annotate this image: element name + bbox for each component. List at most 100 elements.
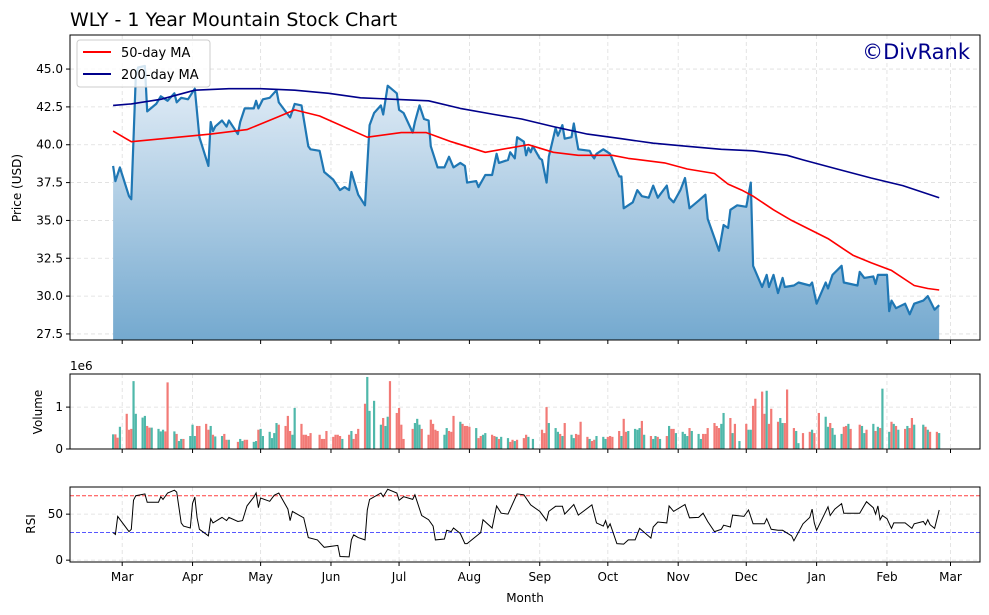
volume-bar [879, 428, 882, 449]
volume-bar [890, 421, 893, 449]
y-tick-label: 35.0 [36, 213, 63, 227]
volume-bar [656, 436, 659, 449]
volume-bar [148, 427, 151, 449]
price-axis-label: Price (USD) [10, 154, 24, 222]
volume-bar [402, 438, 405, 449]
x-tick-label: Mar [939, 570, 962, 584]
volume-bar [384, 425, 387, 449]
volume-bar [468, 426, 471, 449]
volume-bar [590, 441, 594, 449]
volume-bar [193, 436, 196, 449]
volume-bar [763, 413, 766, 449]
volume-bar [239, 438, 242, 449]
volume-bar [511, 439, 514, 449]
volume-bar [786, 389, 789, 449]
volume-bar [586, 436, 589, 449]
volume-bar [729, 417, 732, 449]
volume-bar [638, 428, 641, 449]
volume-bar [223, 433, 226, 449]
volume-bar [840, 433, 843, 449]
volume-bar [477, 438, 480, 449]
legend-label-ma50: 50-day MA [121, 46, 190, 61]
volume-bar [908, 428, 911, 449]
volume-bar [706, 428, 709, 449]
volume-bar [413, 423, 417, 449]
volume-bar [904, 428, 907, 449]
volume-bar [252, 441, 255, 449]
volume-bar [522, 438, 525, 449]
volume-bar [372, 400, 376, 449]
volume-bar [525, 434, 528, 449]
volume-bar [779, 417, 782, 449]
volume-bar [261, 436, 264, 449]
volume-bar [189, 436, 192, 449]
volume-bar [466, 425, 469, 449]
x-tick-label: Apr [182, 570, 203, 584]
volume-bar [690, 430, 693, 449]
volume-bar [352, 438, 355, 449]
volume-bar [611, 436, 614, 449]
volume-bar [236, 441, 240, 449]
volume-bar [608, 436, 612, 449]
volume-bar [935, 431, 938, 449]
volume-bar [354, 433, 358, 449]
volume-bar [332, 436, 335, 449]
volume-bar [164, 431, 167, 449]
volume-bar [166, 382, 169, 449]
ma200-line [113, 87, 940, 199]
volume-bar [270, 438, 274, 449]
volume-bar [416, 418, 419, 449]
volume-bar [572, 438, 575, 449]
volume-bar [205, 423, 208, 449]
volume-bar [640, 420, 643, 449]
volume-bar [531, 438, 535, 449]
legend-label-ma200: 200-day MA [121, 68, 199, 83]
volume-bar [897, 429, 900, 449]
y-tick-label: 45.0 [36, 62, 63, 76]
volume-bar [892, 423, 895, 449]
volume-bar [125, 413, 128, 449]
volume-bar [275, 423, 278, 449]
volume-bar [157, 428, 160, 449]
volume-bar [357, 428, 360, 449]
volume-bar [241, 441, 244, 449]
volume-bar [395, 412, 398, 449]
volume-bar [309, 433, 312, 449]
volume-bar [143, 415, 146, 449]
volume-bar [751, 405, 755, 449]
volume-bar [554, 428, 557, 449]
volume-bar [445, 428, 448, 449]
price-panel: 27.5 30.0 32.5 35.0 37.5 40.0 42.5 45.0 [36, 34, 981, 344]
volume-bar [722, 412, 725, 449]
volume-bar [658, 438, 662, 449]
volume-bar [118, 426, 122, 449]
y-tick-label: 30.0 [36, 289, 63, 303]
price-line [112, 64, 940, 316]
volume-bar [733, 423, 737, 449]
rsi-axis-label: RSI [24, 514, 38, 534]
volume-bar [429, 419, 432, 449]
volume-bar [913, 424, 916, 449]
volume-bar [509, 441, 512, 449]
volume-bar [341, 438, 344, 449]
volume-bar [368, 410, 371, 449]
volume-bar [633, 428, 637, 449]
volume-bar [606, 436, 609, 449]
axes-frame [69, 373, 981, 450]
x-tick-label: Dec [735, 570, 758, 584]
volume-bar [770, 408, 773, 449]
volume-bar [191, 424, 194, 449]
volume-bar [318, 434, 321, 449]
volume-bar [366, 376, 369, 449]
volume-bar [225, 439, 228, 449]
volume-bar [495, 436, 498, 449]
volume-bar [443, 434, 446, 449]
volume-bar [643, 434, 646, 449]
volume-bar [289, 430, 292, 449]
volume-bar [579, 421, 582, 449]
volume-bar [593, 439, 596, 449]
volume-bar [654, 436, 657, 449]
x-tick-label: Nov [666, 570, 689, 584]
volume-bar [484, 433, 487, 449]
